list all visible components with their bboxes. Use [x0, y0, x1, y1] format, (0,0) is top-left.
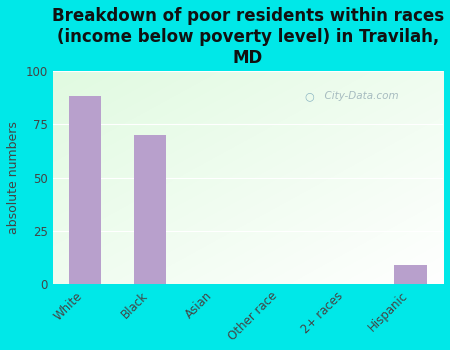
Bar	[134, 135, 166, 284]
Bar	[69, 97, 101, 284]
Text: ○: ○	[305, 91, 314, 102]
Text: City-Data.com: City-Data.com	[318, 91, 399, 102]
Y-axis label: absolute numbers: absolute numbers	[7, 121, 20, 234]
Bar	[394, 265, 427, 284]
Title: Breakdown of poor residents within races
(income below poverty level) in Travila: Breakdown of poor residents within races…	[52, 7, 444, 66]
